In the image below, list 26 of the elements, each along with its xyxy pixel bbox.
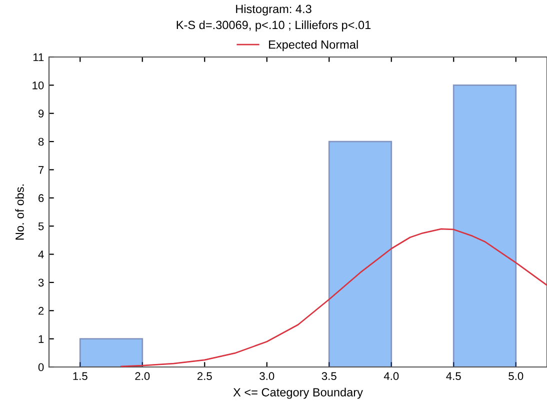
x-axis-title: X <= Category Boundary (233, 388, 363, 399)
y-axis-title: No. of obs. (15, 184, 24, 240)
y-tick-label: 2 (38, 306, 44, 315)
y-tick-label: 6 (38, 194, 44, 202)
y-tick-label: 8 (38, 138, 44, 146)
y-tick-label: 5 (38, 222, 44, 230)
chart-subtitle: K-S d=.30069, p<.10 ; Lilliefors p<.01 (176, 20, 371, 32)
x-tick-label: 2.0 (135, 372, 150, 380)
x-tick-label: 4.0 (384, 372, 399, 380)
x-tick-label: 5.0 (508, 372, 524, 380)
y-tick-label: 1 (38, 335, 44, 343)
line-series (120, 228, 547, 367)
y-tick-label: 3 (38, 278, 44, 287)
y-tick-label: 7 (38, 166, 44, 174)
y-tick-label: 4 (38, 250, 44, 258)
x-tick-label: 3.0 (260, 372, 274, 380)
x-tick-label: 1.5 (73, 372, 88, 380)
y-tick-label: 9 (38, 110, 44, 118)
chart-title: Histogram: 4.3 (236, 4, 312, 16)
y-tick-label: 10 (32, 81, 44, 90)
legend-label: Expected Normal (269, 40, 358, 52)
y-tick-label: 0 (38, 363, 44, 372)
x-tick-label: 4.5 (446, 372, 461, 380)
y-tick-label: 11 (33, 53, 44, 62)
x-tick-label: 3.5 (322, 372, 336, 380)
x-tick-label: 2.5 (197, 372, 212, 380)
